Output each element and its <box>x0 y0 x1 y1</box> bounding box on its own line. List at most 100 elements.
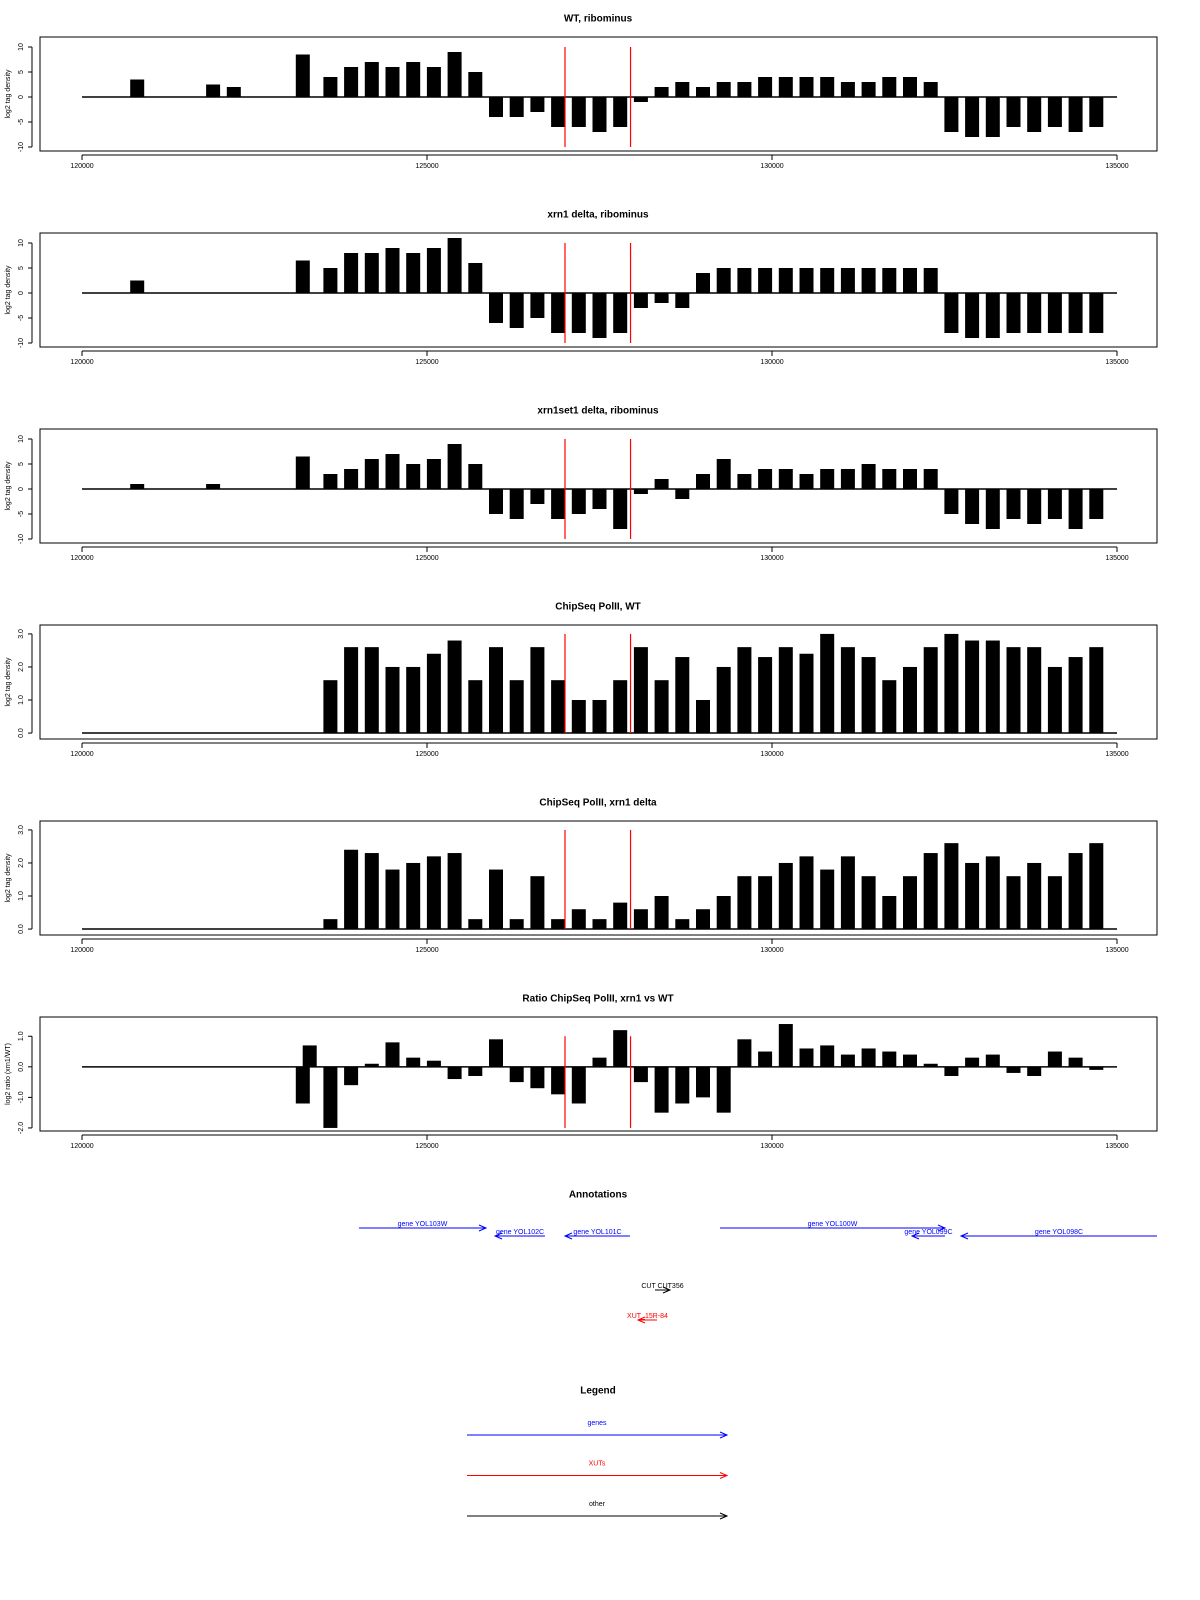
y-tick-label: 10 <box>18 239 25 247</box>
bar <box>551 293 566 333</box>
bar <box>385 454 400 489</box>
bar <box>696 909 710 930</box>
bar <box>716 459 731 489</box>
bar <box>295 456 310 489</box>
bar <box>385 666 400 734</box>
bar <box>1027 862 1042 930</box>
bar <box>778 268 793 293</box>
bar <box>1047 876 1062 930</box>
bar <box>592 293 607 338</box>
bar <box>551 97 566 127</box>
bar <box>592 919 607 930</box>
y-tick-label: 0 <box>18 95 25 99</box>
bar <box>654 896 669 930</box>
bar <box>1068 853 1083 930</box>
y-tick-label: -1.0 <box>18 1091 25 1103</box>
bar <box>882 469 897 489</box>
x-tick-label: 130000 <box>760 359 783 366</box>
legend-arrow-head <box>719 1431 729 1439</box>
bar <box>716 268 731 293</box>
bar <box>965 489 980 524</box>
bar <box>882 268 897 293</box>
bar <box>923 1063 938 1067</box>
bar <box>406 62 421 97</box>
bar <box>1006 489 1021 519</box>
bar <box>406 464 421 489</box>
feature-label: gene YOL099C <box>904 1229 952 1236</box>
y-tick-label: 5 <box>18 266 25 270</box>
feature-arrow-head <box>563 1232 573 1240</box>
bar <box>861 268 876 293</box>
x-tick-label: 135000 <box>1105 751 1128 758</box>
bar <box>592 489 607 509</box>
y-tick-label: 0.0 <box>18 1062 25 1072</box>
bar <box>778 647 793 734</box>
y-tick-label: -10 <box>18 142 25 152</box>
bar <box>344 253 359 293</box>
x-tick-label: 125000 <box>415 163 438 170</box>
panel-title: xrn1set1 delta, ribominus <box>537 406 659 417</box>
bar <box>716 896 731 930</box>
bar <box>206 484 221 489</box>
bar <box>406 1057 421 1067</box>
legend-title: Legend <box>580 1386 616 1397</box>
bar <box>633 647 648 734</box>
bar <box>985 293 1000 338</box>
bar <box>302 1045 317 1067</box>
panel-title: Annotations <box>569 1190 628 1201</box>
bar <box>130 79 145 97</box>
bar <box>468 72 483 97</box>
y-tick-label: -10 <box>18 534 25 544</box>
feature-label: XUT_15R-84 <box>627 1313 668 1320</box>
y-tick-label: 0.0 <box>18 728 25 738</box>
bar <box>820 268 835 293</box>
bar <box>737 268 752 293</box>
bar <box>1089 1066 1104 1070</box>
bar <box>675 82 690 97</box>
bar <box>944 843 959 930</box>
bar <box>820 1045 835 1067</box>
bar <box>364 853 379 930</box>
bar <box>820 469 835 489</box>
bar <box>1068 1057 1083 1067</box>
bar <box>861 657 876 734</box>
bar <box>923 469 938 489</box>
bar <box>1047 97 1062 127</box>
bar <box>778 1024 793 1067</box>
bar <box>840 647 855 734</box>
x-tick-label: 135000 <box>1105 163 1128 170</box>
bar <box>509 680 524 734</box>
bar <box>426 856 441 930</box>
panel-title: xrn1 delta, ribominus <box>547 210 649 221</box>
bar <box>820 633 835 734</box>
y-tick-label: 5 <box>18 70 25 74</box>
bar <box>985 640 1000 734</box>
panel-title: WT, ribominus <box>564 14 633 25</box>
bar <box>965 862 980 930</box>
bar <box>633 97 648 102</box>
y-tick-label: 10 <box>18 43 25 51</box>
bar <box>1006 647 1021 734</box>
bar <box>592 700 607 734</box>
x-tick-label: 130000 <box>760 163 783 170</box>
y-tick-label: 2.0 <box>18 858 25 868</box>
x-tick-label: 135000 <box>1105 947 1128 954</box>
bar <box>758 77 773 97</box>
bar <box>696 700 710 734</box>
bar <box>551 919 566 930</box>
bar <box>675 1066 690 1104</box>
feature-arrow-head <box>959 1232 969 1240</box>
bar <box>696 273 710 293</box>
bar <box>696 474 710 489</box>
bar <box>344 647 359 734</box>
bar <box>882 77 897 97</box>
x-tick-label: 120000 <box>70 1143 93 1150</box>
bar <box>426 653 441 734</box>
plot-frame <box>39 1016 1158 1132</box>
bar <box>323 268 338 293</box>
bar <box>654 87 669 97</box>
bar <box>571 293 586 333</box>
bar <box>1068 489 1083 529</box>
